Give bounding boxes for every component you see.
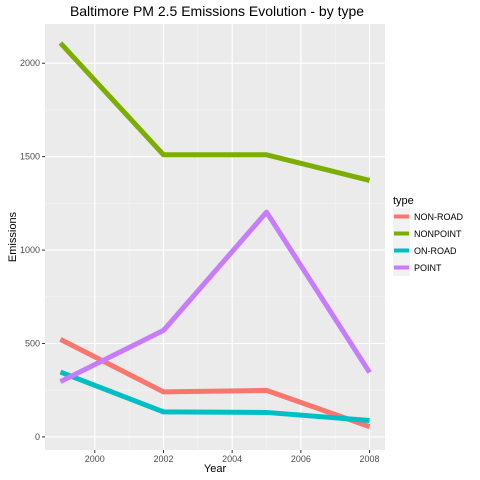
major-gridlines bbox=[45, 24, 385, 450]
legend-label: ON-ROAD bbox=[414, 246, 457, 256]
plot-panel bbox=[45, 24, 385, 450]
x-tick-label: 2008 bbox=[360, 454, 380, 464]
y-tick-label: 2000 bbox=[20, 58, 40, 68]
chart-title: Baltimore PM 2.5 Emissions Evolution - b… bbox=[70, 3, 364, 19]
y-tick-label: 1500 bbox=[20, 152, 40, 162]
series-line-point bbox=[59, 209, 372, 384]
series-line-nonpoint bbox=[58, 41, 371, 183]
x-tick-label: 2002 bbox=[153, 454, 173, 464]
y-axis-label: Emissions bbox=[7, 211, 19, 262]
minor-gridlines bbox=[45, 24, 385, 450]
x-tick-label: 2004 bbox=[222, 454, 242, 464]
legend-title: type bbox=[393, 195, 414, 207]
x-axis-label: Year bbox=[204, 463, 227, 475]
series-line-non-road bbox=[59, 337, 371, 430]
series-line-on-road bbox=[59, 369, 370, 423]
legend-label: NONPOINT bbox=[414, 229, 462, 239]
x-axis: 2000 2002 2004 2006 2008 bbox=[85, 450, 380, 464]
y-tick-label: 1000 bbox=[20, 245, 40, 255]
x-tick-label: 2006 bbox=[291, 454, 311, 464]
y-axis: 0 500 1000 1500 2000 bbox=[20, 58, 45, 442]
y-tick-label: 500 bbox=[25, 339, 40, 349]
y-tick-label: 0 bbox=[35, 432, 40, 442]
series-lines bbox=[58, 41, 372, 430]
legend-label: NON-ROAD bbox=[414, 212, 463, 222]
x-tick-label: 2000 bbox=[85, 454, 105, 464]
legend-label: POINT bbox=[414, 263, 442, 273]
legend: type NON-ROAD NONPOINT ON-ROAD POINT bbox=[393, 195, 463, 276]
